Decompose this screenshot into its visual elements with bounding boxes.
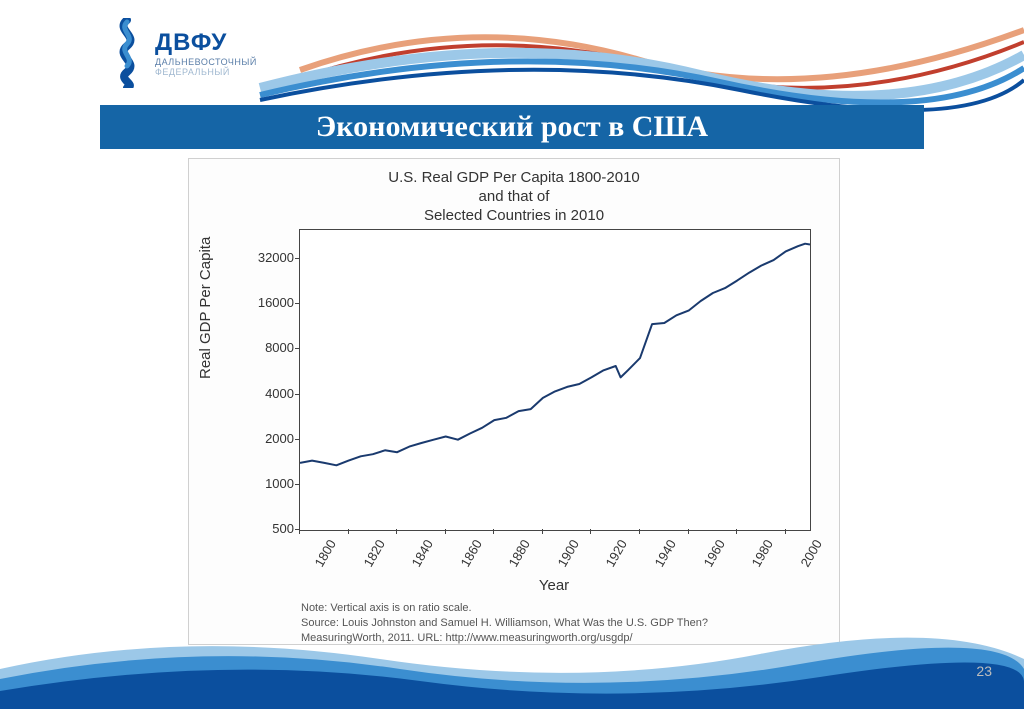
logo-main: ДВФУ — [155, 29, 257, 57]
chart-title-line1: U.S. Real GDP Per Capita 1800-2010 — [388, 169, 640, 186]
ytick-label: 32000 — [234, 250, 294, 265]
chart-container: U.S. Real GDP Per Capita 1800-2010 and t… — [188, 158, 840, 645]
chart-svg — [300, 230, 810, 530]
ytick-label: 500 — [234, 521, 294, 536]
xtick-label: 1980 — [749, 537, 776, 570]
title-bar: Экономический рост в США — [100, 105, 924, 149]
chart-ylabel: Real GDP Per Capita — [197, 237, 214, 379]
ytick-label: 2000 — [234, 431, 294, 446]
xtick-label: 1840 — [409, 537, 436, 570]
xtick-label: 1960 — [700, 537, 727, 570]
page-number: 23 — [976, 663, 992, 679]
xtick-label: 1800 — [311, 537, 338, 570]
ytick-label: 8000 — [234, 340, 294, 355]
logo-mark-icon — [105, 18, 149, 88]
ytick-label: 4000 — [234, 386, 294, 401]
chart-title: U.S. Real GDP Per Capita 1800-2010 and t… — [189, 169, 839, 225]
logo-sub1: Дальневосточный — [155, 57, 257, 67]
xtick-label: 1900 — [554, 537, 581, 570]
chart-xlabel: Year — [299, 577, 809, 594]
xtick-label: 1860 — [457, 537, 484, 570]
logo: ДВФУ Дальневосточный Федеральный — [105, 18, 257, 88]
xtick-label: 1940 — [651, 537, 678, 570]
xtick-label: 1920 — [603, 537, 630, 570]
slide-title: Экономический рост в США — [316, 110, 708, 144]
xtick-label: 1880 — [506, 537, 533, 570]
note-line1: Note: Vertical axis is on ratio scale. — [301, 602, 472, 614]
xtick-label: 2000 — [797, 537, 824, 570]
logo-sub2: Федеральный — [155, 67, 257, 77]
xtick-label: 1820 — [360, 537, 387, 570]
chart-title-line3: Selected Countries in 2010 — [424, 207, 604, 224]
chart-plot-area — [299, 229, 811, 531]
ytick-label: 16000 — [234, 295, 294, 310]
ytick-label: 1000 — [234, 476, 294, 491]
chart-title-line2: and that of — [479, 188, 550, 205]
chart-note: Note: Vertical axis is on ratio scale. S… — [301, 601, 708, 646]
note-line3: MeasuringWorth, 2011. URL: http://www.me… — [301, 632, 633, 644]
logo-text: ДВФУ Дальневосточный Федеральный — [155, 29, 257, 77]
note-line2: Source: Louis Johnston and Samuel H. Wil… — [301, 617, 708, 629]
slide: ДВФУ Дальневосточный Федеральный Экономи… — [0, 0, 1024, 709]
